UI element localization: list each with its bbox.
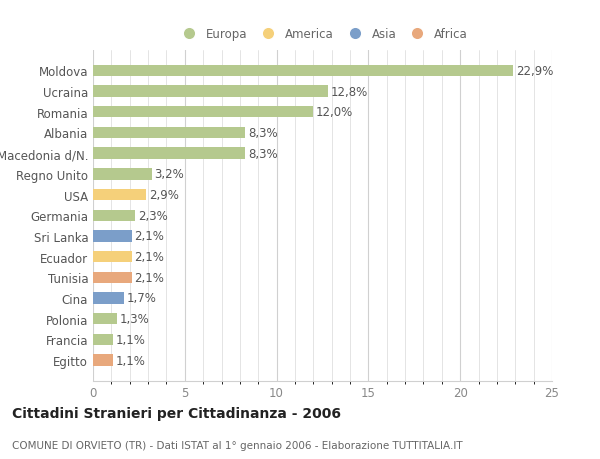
Bar (93, 210, 135, 221)
Text: 2,1%: 2,1% (134, 271, 164, 284)
Text: 2,3%: 2,3% (138, 209, 168, 222)
Bar (93, 355, 113, 366)
Text: 1,1%: 1,1% (116, 354, 146, 367)
Text: 22,9%: 22,9% (516, 65, 554, 78)
Bar (93, 107, 313, 118)
Bar (93, 334, 113, 345)
Text: 8,3%: 8,3% (248, 127, 278, 140)
Text: 8,3%: 8,3% (248, 147, 278, 160)
Bar (93, 190, 146, 201)
Bar (93, 272, 131, 283)
Bar (93, 313, 117, 325)
Text: 2,1%: 2,1% (134, 230, 164, 243)
Bar (93, 293, 124, 304)
Text: 2,1%: 2,1% (134, 251, 164, 263)
Text: 3,2%: 3,2% (155, 168, 184, 181)
Text: 1,3%: 1,3% (119, 313, 149, 325)
Bar (93, 252, 131, 263)
Bar (93, 148, 245, 159)
Legend: Europa, America, Asia, Africa: Europa, America, Asia, Africa (173, 23, 472, 46)
Text: 1,1%: 1,1% (116, 333, 146, 346)
Bar (93, 66, 514, 77)
Bar (93, 169, 152, 180)
Text: 12,0%: 12,0% (316, 106, 353, 119)
Text: 2,9%: 2,9% (149, 189, 179, 202)
Bar (93, 128, 245, 139)
Bar (93, 231, 131, 242)
Bar (93, 86, 328, 97)
Text: COMUNE DI ORVIETO (TR) - Dati ISTAT al 1° gennaio 2006 - Elaborazione TUTTITALIA: COMUNE DI ORVIETO (TR) - Dati ISTAT al 1… (12, 440, 463, 450)
Text: 12,8%: 12,8% (331, 85, 368, 98)
Text: Cittadini Stranieri per Cittadinanza - 2006: Cittadini Stranieri per Cittadinanza - 2… (12, 406, 341, 420)
Text: 1,7%: 1,7% (127, 292, 157, 305)
